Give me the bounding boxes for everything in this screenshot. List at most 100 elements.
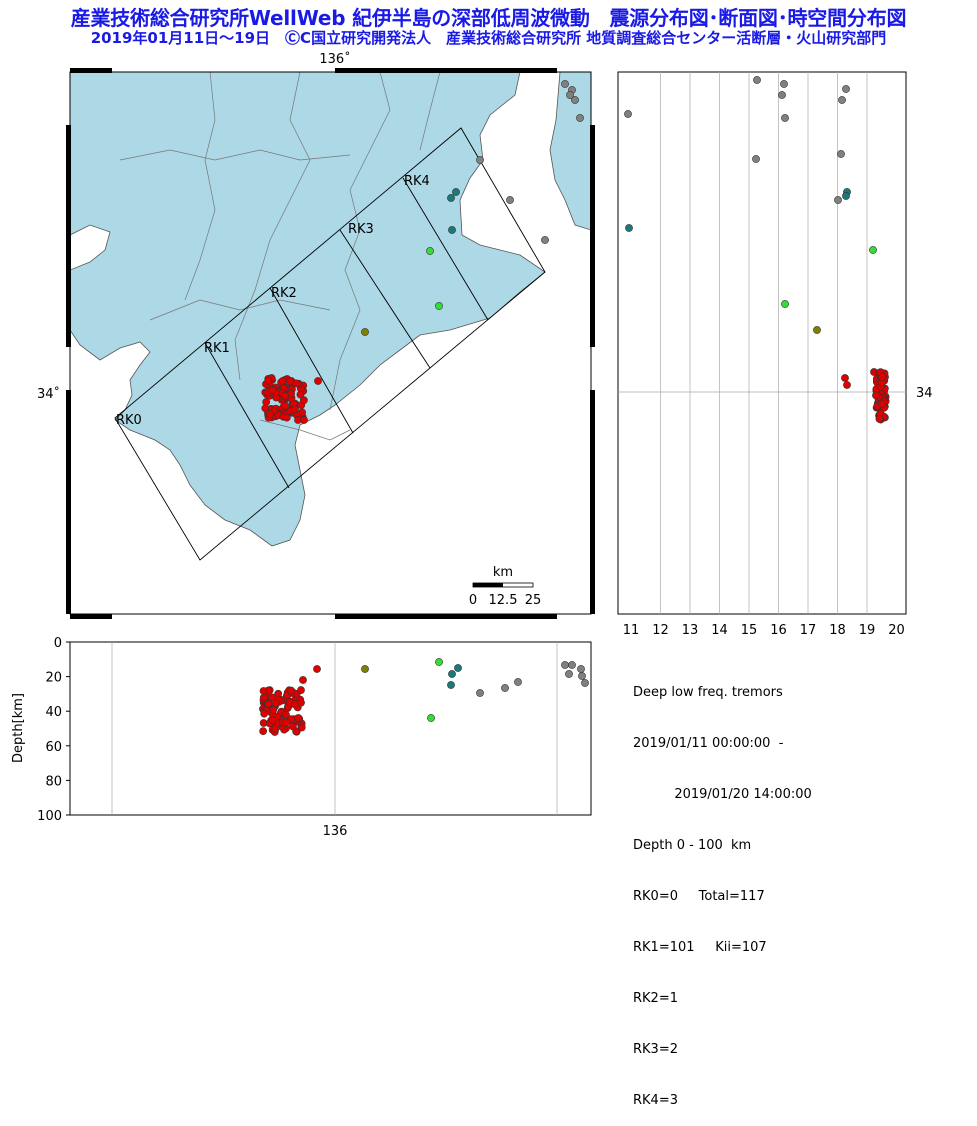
epicenter-dot xyxy=(262,398,271,406)
tremor-time-dot xyxy=(780,80,788,88)
hypocenter-dot xyxy=(361,665,369,673)
land-east xyxy=(549,72,591,231)
hypocenter-dot xyxy=(313,665,321,673)
time-tick-label: 20 xyxy=(888,623,905,638)
map-epicenters xyxy=(261,80,584,424)
hypocenter-dot xyxy=(297,723,306,732)
epicenter-dot xyxy=(296,390,305,399)
epicenter-dot xyxy=(571,96,579,104)
time-lat-label: 34 xyxy=(916,386,933,401)
hypocenter-dot xyxy=(269,706,278,714)
epicenter-dot xyxy=(278,377,287,385)
tremor-time-dot xyxy=(624,110,632,118)
tremor-time-dot xyxy=(781,114,789,122)
epicenter-dot xyxy=(476,156,484,164)
depth-gridlines xyxy=(111,642,558,815)
info-line: RK0=0 Total=117 xyxy=(633,889,765,904)
epicenter-dot xyxy=(561,80,569,88)
tremor-time-dot xyxy=(838,96,846,104)
land-area xyxy=(70,72,546,547)
time-tick-label: 15 xyxy=(741,623,758,638)
depth-tick-label: 0 xyxy=(54,636,62,651)
tremor-time-dot xyxy=(841,374,849,382)
time-gridlines xyxy=(660,72,868,614)
page-title: 産業技術総合研究所WellWeb 紀伊半島の深部低周波微動 震源分布図･断面図･… xyxy=(70,6,907,30)
epicenter-dot xyxy=(265,410,274,418)
tremor-time-dot xyxy=(842,192,850,200)
hypocenter-dot xyxy=(577,665,585,673)
hypocenter-dot xyxy=(565,670,573,678)
hypocenter-dot xyxy=(297,686,305,694)
epicenter-dot xyxy=(281,402,289,411)
depth-tick-label: 40 xyxy=(45,705,62,720)
time-tick-label: 13 xyxy=(682,623,699,638)
tremor-time-dot xyxy=(753,76,761,84)
time-tick-label: 18 xyxy=(829,623,846,638)
info-panel: Deep low freq. tremors 2019/01/11 00:00:… xyxy=(633,650,812,1126)
epicenter-dot xyxy=(566,91,574,99)
info-line: RK2=1 xyxy=(633,991,678,1006)
epicenter-dot xyxy=(426,247,434,255)
tremor-time-dot xyxy=(752,155,760,163)
info-line: RK3=2 xyxy=(633,1042,678,1057)
hypocenter-dot xyxy=(260,709,269,718)
info-line: 2019/01/11 00:00:00 - xyxy=(633,736,784,751)
epicenter-dot xyxy=(282,413,291,422)
time-tick-label: 12 xyxy=(652,623,669,638)
segment-label-rk0: RK0 xyxy=(116,413,142,428)
hypocenter-dot xyxy=(299,676,307,684)
depth-x-label: 136 xyxy=(323,824,348,839)
depth-tick-label: 80 xyxy=(45,774,62,789)
depth-tick-label: 20 xyxy=(45,671,62,686)
hypocenter-dot xyxy=(282,710,290,719)
scale-tick-0: 0 xyxy=(469,593,477,608)
tremor-time-dot xyxy=(869,246,877,254)
epicenter-dot xyxy=(300,396,308,405)
scale-tick-1: 12.5 xyxy=(489,593,518,608)
epicenter-dot xyxy=(361,328,369,336)
hypocenter-dot xyxy=(259,727,268,735)
epicenter-dot xyxy=(268,386,277,395)
map-frame-ticks xyxy=(66,68,595,619)
epicenter-dot xyxy=(435,302,443,310)
info-line: RK4=3 xyxy=(633,1093,678,1108)
time-tick-label: 11 xyxy=(623,623,640,638)
tremor-time-dot xyxy=(842,85,850,93)
epicenter-dot xyxy=(286,377,294,386)
segment-labels: RK0 RK1 RK2 RK3 RK4 xyxy=(116,174,430,428)
hypocenter-dot xyxy=(514,678,522,686)
info-line: 2019/01/20 14:00:00 xyxy=(633,787,812,802)
page-subtitle: 2019年01月11日～19日 ⒸC国立研究開発法人 産業技術総合研究所 地質調… xyxy=(90,29,887,47)
epicenter-dot xyxy=(264,376,273,385)
epicenter-dot xyxy=(314,377,322,385)
tremor-time-dot xyxy=(872,391,880,400)
tremor-time-dot xyxy=(625,224,633,232)
hypocenter-dot xyxy=(568,661,576,669)
lon-label: 136˚ xyxy=(319,51,350,67)
hypocenter-dot xyxy=(259,687,268,695)
hypocenter-dot xyxy=(264,699,273,708)
epicenter-dot xyxy=(281,391,289,400)
info-line: Deep low freq. tremors xyxy=(633,685,783,700)
segment-label-rk1: RK1 xyxy=(204,341,230,356)
scale-tick-2: 25 xyxy=(525,593,542,608)
tremor-time-dot xyxy=(878,372,887,381)
hypocenter-dot xyxy=(268,716,277,725)
hypocenter-dot xyxy=(282,718,291,727)
hypocenter-dot xyxy=(561,661,569,669)
epicenter-dot xyxy=(291,405,299,414)
tremor-time-dot xyxy=(837,150,845,158)
hypocenter-dot xyxy=(476,689,484,697)
tremor-time-dot xyxy=(877,399,886,408)
hypocenter-dot xyxy=(448,670,456,678)
tremor-time-dot xyxy=(875,415,884,423)
tremor-time-dot xyxy=(843,381,851,389)
map-panel: 136˚ 34˚ RK0 RK1 RK2 RK3 RK4 km 0 12.5 2… xyxy=(37,51,595,619)
depth-tick-label: 60 xyxy=(45,740,62,755)
depth-axis-label: Depth[km] xyxy=(11,693,26,763)
figure-canvas: 136˚ 34˚ RK0 RK1 RK2 RK3 RK4 km 0 12.5 2… xyxy=(11,51,933,839)
tremor-time-dot xyxy=(813,326,821,334)
epicenter-dot xyxy=(506,196,514,204)
time-epicenters xyxy=(624,76,890,424)
scale-bar: km 0 12.5 25 xyxy=(469,565,541,608)
